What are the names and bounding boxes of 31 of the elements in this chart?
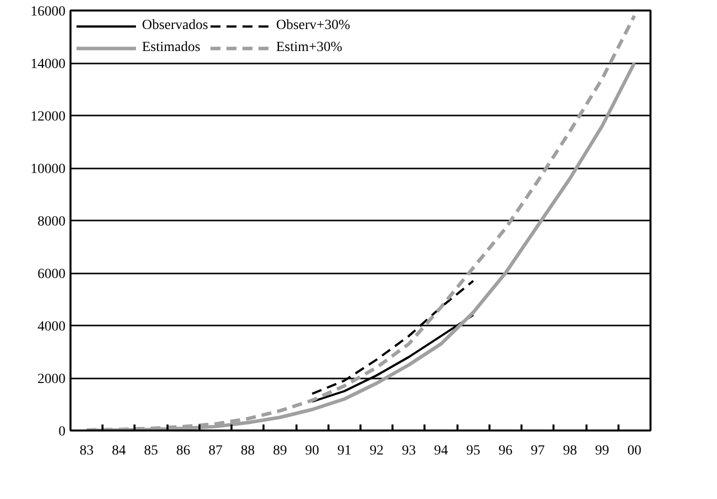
y-tick-label: 0 [58, 424, 66, 440]
y-tick-label: 2000 [38, 372, 66, 387]
y-tick-label: 12000 [30, 110, 66, 124]
x-tick-label: 95 [466, 444, 480, 458]
x-tick-label: 97 [530, 444, 545, 458]
y-tick-label: 10000 [30, 162, 66, 177]
x-tick-label: 87 [208, 444, 222, 458]
x-tick-label: 83 [80, 444, 94, 458]
x-tick-label: 96 [498, 444, 512, 458]
x-tick-label: 99 [595, 444, 610, 458]
x-tick-label: 00 [627, 444, 642, 458]
x-tick-label: 93 [402, 444, 416, 458]
x-tick-label: 91 [337, 444, 352, 458]
x-tick-label: 90 [305, 444, 320, 458]
x-tick-label: 84 [112, 444, 126, 458]
y-tick-label: 6000 [38, 267, 66, 282]
legend-label: Estimados [142, 40, 200, 56]
y-tick-label: 8000 [38, 214, 66, 230]
y-tick-label: 16000 [30, 4, 66, 20]
y-tick-label: 14000 [30, 57, 66, 72]
x-tick-label: 88 [240, 444, 255, 458]
y-tick-label: 4000 [38, 320, 66, 334]
legend-label: Estim+30% [276, 40, 342, 56]
x-tick-label: 89 [272, 444, 287, 458]
x-tick-label: 94 [434, 444, 448, 458]
x-tick-label: 92 [370, 444, 384, 458]
legend-label: Observados [142, 18, 208, 34]
x-tick-label: 98 [562, 444, 577, 458]
legend-label: Observ+30% [276, 18, 350, 34]
x-tick-label: 86 [176, 444, 190, 458]
x-tick-label: 85 [144, 444, 158, 458]
